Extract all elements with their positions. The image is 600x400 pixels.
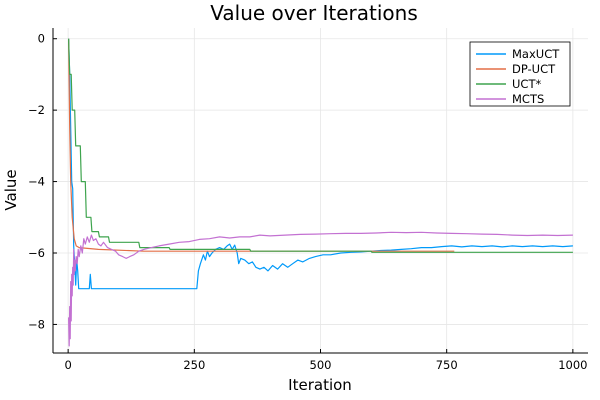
legend-label: MaxUCT	[512, 47, 560, 61]
legend-label: MCTS	[512, 92, 544, 106]
chart-title: Value over Iterations	[210, 1, 418, 25]
legend-label: DP-UCT	[512, 62, 556, 76]
series-line-maxuct	[68, 38, 573, 290]
y-tick-label: −2	[28, 103, 45, 117]
legend-box	[469, 41, 571, 107]
y-tick-label: 0	[38, 32, 45, 46]
x-ticks: 0 250 500 750 1000	[64, 349, 587, 372]
series-line-dp-uct	[68, 38, 455, 252]
x-axis-label: Iteration	[288, 376, 352, 394]
y-tick-label: −4	[28, 175, 45, 189]
x-tick-label: 750	[436, 358, 458, 372]
x-tick-label: 1000	[558, 358, 587, 372]
series-line-uct	[68, 38, 573, 253]
x-tick-label: 0	[64, 358, 71, 372]
y-tick-label: −8	[28, 317, 45, 331]
legend-label: UCT*	[512, 77, 541, 91]
series-line-mcts	[68, 231, 573, 347]
y-ticks: 0 −2 −4 −6 −8	[28, 32, 57, 331]
x-tick-label: 250	[183, 358, 205, 372]
series-layer	[68, 38, 573, 347]
x-tick-label: 500	[310, 358, 332, 372]
y-axis-label: Value	[2, 169, 20, 210]
y-tick-label: −6	[28, 246, 45, 260]
grid	[53, 28, 588, 353]
